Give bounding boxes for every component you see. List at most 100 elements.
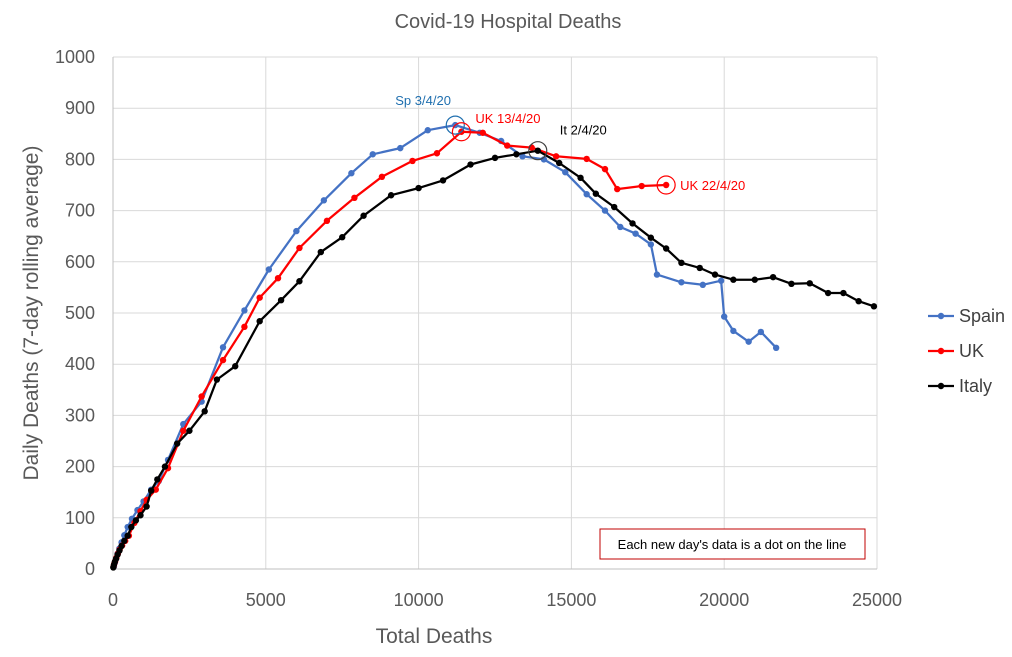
data-point-uk bbox=[479, 129, 486, 136]
data-point-spain bbox=[601, 207, 609, 214]
annotation-ring bbox=[656, 175, 676, 195]
data-point-italy bbox=[213, 376, 221, 383]
data-point-spain bbox=[320, 197, 328, 204]
data-point-uk bbox=[601, 165, 609, 173]
annotation-label: It 2/4/20 bbox=[560, 123, 607, 138]
data-point-italy bbox=[610, 203, 618, 211]
data-point-italy bbox=[161, 463, 169, 470]
data-point-spain bbox=[647, 241, 655, 248]
x-tick-label: 15000 bbox=[546, 590, 596, 610]
annotation-ring bbox=[445, 115, 465, 135]
data-point-spain bbox=[424, 127, 431, 134]
data-point-uk bbox=[504, 142, 511, 149]
annotation-label: UK 13/4/20 bbox=[475, 111, 540, 126]
data-point-italy bbox=[186, 427, 193, 434]
data-point-italy bbox=[577, 174, 584, 182]
x-tick-label: 0 bbox=[108, 590, 118, 610]
data-point-italy bbox=[277, 297, 285, 304]
data-point-spain bbox=[757, 328, 765, 336]
annotation-label: UK 22/4/20 bbox=[680, 178, 745, 193]
data-point-italy bbox=[555, 159, 563, 167]
y-tick-label: 0 bbox=[85, 559, 95, 579]
data-point-italy bbox=[840, 289, 847, 297]
data-point-italy bbox=[824, 289, 832, 297]
data-point-spain bbox=[369, 151, 376, 158]
data-point-italy bbox=[154, 476, 161, 483]
annotation-ring bbox=[528, 141, 548, 161]
y-tick-label: 800 bbox=[65, 149, 95, 169]
chart-title: Covid-19 Hospital Deaths bbox=[395, 11, 622, 33]
y-tick-label: 100 bbox=[65, 508, 95, 528]
data-point-italy bbox=[143, 503, 150, 510]
legend: Spain UK Italy bbox=[928, 306, 1005, 396]
data-point-uk bbox=[433, 150, 441, 157]
data-point-italy bbox=[696, 264, 703, 272]
data-point-uk bbox=[198, 393, 205, 400]
legend-item-uk: UK bbox=[928, 341, 984, 361]
data-point-italy bbox=[317, 248, 325, 256]
note-text: Each new day's data is a dot on the line bbox=[618, 537, 847, 552]
data-point-uk bbox=[219, 356, 227, 364]
data-point-spain bbox=[562, 169, 569, 176]
data-point-italy bbox=[711, 271, 719, 278]
data-point-uk bbox=[409, 157, 416, 165]
y-tick-label: 900 bbox=[65, 98, 95, 118]
data-point-italy bbox=[870, 303, 878, 310]
annotation-label: Sp 3/4/20 bbox=[395, 93, 451, 108]
data-point-italy bbox=[513, 151, 520, 158]
data-point-italy bbox=[467, 161, 474, 168]
x-tick-label: 5000 bbox=[246, 590, 286, 610]
data-point-spain bbox=[583, 191, 590, 198]
data-point-italy bbox=[730, 276, 737, 283]
data-point-uk bbox=[378, 173, 386, 181]
data-point-italy bbox=[788, 280, 795, 288]
data-point-italy bbox=[256, 317, 263, 325]
legend-label: UK bbox=[959, 341, 984, 361]
data-point-italy bbox=[128, 523, 135, 531]
gridlines bbox=[112, 56, 878, 570]
y-axis-title: Daily Deaths (7-day rolling average) bbox=[20, 146, 43, 481]
y-tick-label: 1000 bbox=[55, 47, 95, 67]
data-point-italy bbox=[201, 408, 208, 415]
data-point-italy bbox=[534, 147, 541, 154]
y-tick-label: 200 bbox=[65, 457, 95, 477]
data-point-uk bbox=[296, 244, 303, 252]
y-tick-label: 500 bbox=[65, 303, 95, 323]
x-tick-label: 10000 bbox=[394, 590, 444, 610]
data-point-spain bbox=[348, 170, 355, 177]
data-point-italy bbox=[148, 487, 155, 494]
data-point-uk bbox=[614, 185, 621, 193]
series-italy bbox=[110, 147, 878, 571]
data-point-spain bbox=[540, 156, 548, 163]
data-point-italy bbox=[232, 363, 239, 370]
data-point-italy bbox=[662, 245, 670, 252]
data-point-italy bbox=[118, 542, 125, 550]
data-point-italy bbox=[855, 298, 862, 305]
note-box: Each new day's data is a dot on the line bbox=[599, 528, 866, 560]
data-point-italy bbox=[132, 517, 140, 524]
legend-label: Italy bbox=[959, 376, 992, 396]
data-point-italy bbox=[121, 537, 128, 545]
data-point-uk bbox=[180, 427, 187, 434]
data-point-spain bbox=[772, 344, 780, 352]
series-layer bbox=[110, 121, 878, 571]
note-border bbox=[599, 528, 866, 560]
data-point-italy bbox=[387, 192, 395, 199]
x-axis-title: Total Deaths bbox=[376, 625, 493, 648]
data-point-italy bbox=[806, 280, 813, 287]
data-point-italy bbox=[751, 276, 758, 283]
annotation-ring bbox=[451, 122, 471, 142]
data-point-uk bbox=[638, 182, 645, 190]
data-point-italy bbox=[491, 154, 499, 162]
data-point-uk bbox=[274, 274, 282, 282]
y-tick-label: 300 bbox=[65, 405, 95, 425]
data-point-uk bbox=[241, 323, 248, 331]
data-point-spain bbox=[617, 223, 624, 231]
data-point-spain bbox=[717, 277, 725, 284]
legend-swatch-marker bbox=[937, 312, 945, 320]
data-point-italy bbox=[173, 440, 181, 447]
data-point-spain bbox=[397, 144, 404, 152]
data-point-uk bbox=[256, 294, 263, 301]
